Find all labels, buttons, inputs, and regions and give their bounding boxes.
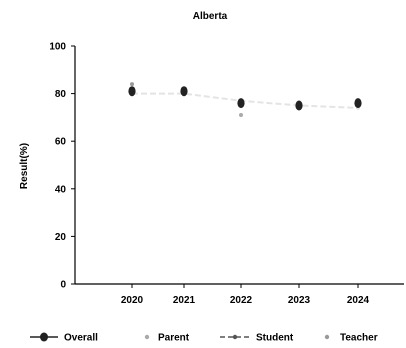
y-tick-label: 20: [55, 232, 67, 243]
data-point-overall: [354, 98, 362, 109]
legend-swatch-marker: [232, 334, 238, 340]
x-tick-label: 2024: [347, 295, 370, 306]
series-line-student: [132, 92, 359, 109]
legend-item-student: Student: [220, 333, 294, 344]
y-tick-label: 100: [49, 42, 66, 53]
legend-swatch-marker: [144, 334, 150, 340]
y-axis: 0 20 40 60 80 100: [49, 42, 75, 291]
legend-label: Parent: [158, 333, 190, 344]
legend-item-parent: Parent: [144, 333, 190, 344]
data-point-teacher: [130, 82, 134, 87]
y-tick-label: 0: [60, 280, 66, 291]
series-overall: [128, 86, 362, 111]
legend-swatch-marker: [324, 334, 330, 340]
plot-area: [74, 46, 404, 285]
data-point-overall: [237, 98, 245, 109]
x-tick-label: 2022: [230, 295, 253, 306]
data-point-overall: [295, 100, 303, 111]
x-tick-label: 2021: [173, 295, 196, 306]
chart-title: Alberta: [193, 11, 228, 22]
y-axis-label: Result(%): [19, 143, 30, 189]
legend: Overall Parent Student Teacher: [30, 332, 378, 344]
legend-item-teacher: Teacher: [324, 333, 378, 344]
legend-item-overall: Overall: [30, 332, 98, 344]
legend-label: Student: [256, 333, 294, 344]
data-point-overall: [128, 86, 136, 97]
x-axis: 2020 2021 2022 2023 2024: [121, 284, 370, 306]
y-tick-label: 40: [55, 184, 67, 195]
legend-swatch-marker: [40, 332, 48, 342]
series-student: [130, 91, 360, 110]
data-point-parent: [239, 113, 243, 118]
legend-label: Overall: [64, 333, 98, 344]
x-tick-label: 2023: [288, 295, 311, 306]
y-tick-label: 60: [55, 137, 67, 148]
series-layer: [128, 82, 362, 118]
data-point-overall: [180, 86, 188, 97]
x-tick-label: 2020: [121, 295, 144, 306]
legend-label: Teacher: [340, 333, 378, 344]
y-tick-label: 80: [55, 89, 67, 100]
